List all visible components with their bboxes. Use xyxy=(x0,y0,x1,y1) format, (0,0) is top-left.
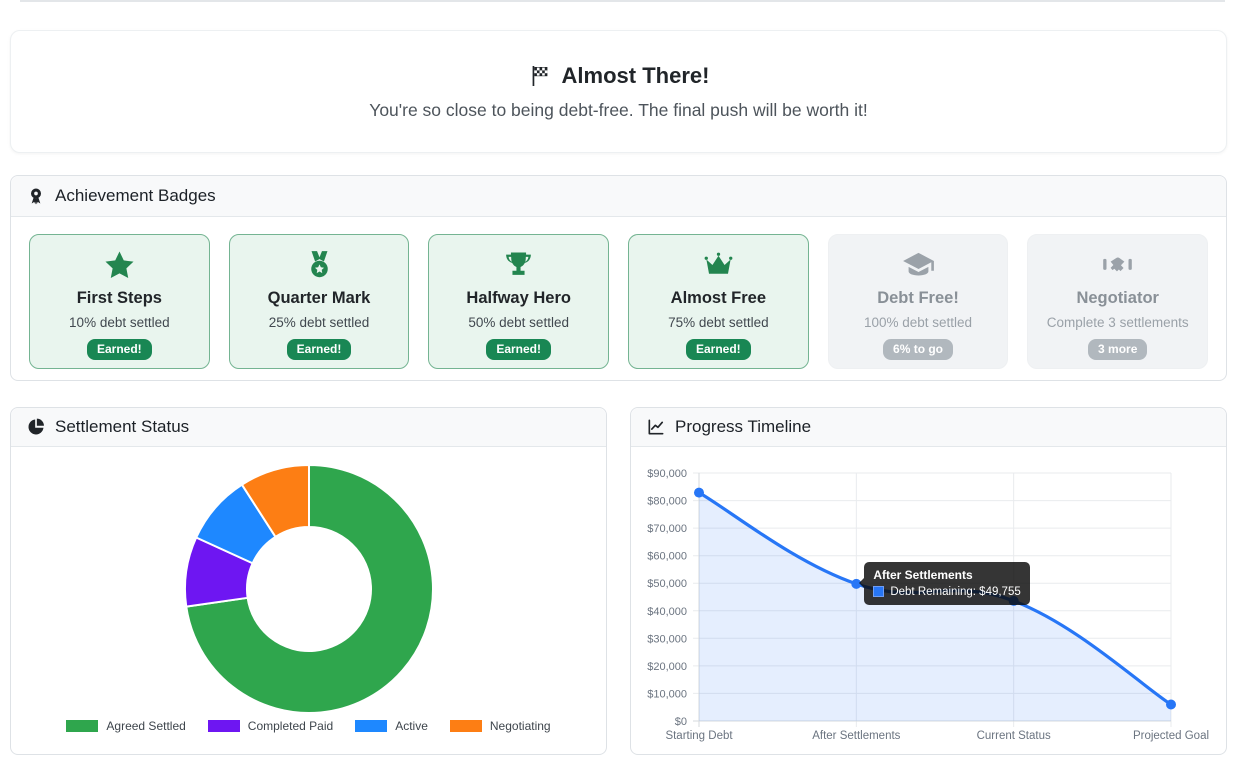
y-axis-tick-label: $50,000 xyxy=(647,578,687,590)
y-axis-tick-label: $90,000 xyxy=(647,468,687,480)
badge-status: 3 more xyxy=(1088,339,1148,360)
legend-label: Active xyxy=(395,719,428,733)
banner-title-row: Almost There! xyxy=(528,62,710,89)
y-axis-tick-label: $10,000 xyxy=(647,688,687,700)
badge-description: 75% debt settled xyxy=(668,315,769,330)
x-axis-category-label: Projected Goal xyxy=(1133,730,1209,742)
badge-halfway-hero: Halfway Hero 50% debt settled Earned! xyxy=(428,234,610,369)
badge-description: 10% debt settled xyxy=(69,315,170,330)
legend-item-completed-paid[interactable]: Completed Paid xyxy=(207,719,334,733)
progress-timeline-header: Progress Timeline xyxy=(631,408,1226,447)
progress-timeline-panel: Progress Timeline $0 $10,000 $20,000 $30,00… xyxy=(630,407,1227,755)
settlement-chart-body: Agreed Settled Completed Paid Active Neg… xyxy=(11,447,606,756)
badge-name: Negotiator xyxy=(1076,289,1159,307)
badge-status: Earned! xyxy=(686,339,751,360)
pie-chart-icon xyxy=(28,418,44,435)
badge-name: Halfway Hero xyxy=(466,289,571,307)
legend-swatch xyxy=(355,720,388,732)
tooltip-row: Debt Remaining: $49,755 xyxy=(873,585,1021,598)
legend-item-agreed-settled[interactable]: Agreed Settled xyxy=(66,719,186,733)
medal-icon xyxy=(303,249,336,282)
badge-almost-free: Almost Free 75% debt settled Earned! xyxy=(628,234,809,369)
legend-item-active[interactable]: Active xyxy=(355,719,428,733)
badge-name: Quarter Mark xyxy=(267,289,371,307)
badge-name: Almost Free xyxy=(670,289,767,307)
x-axis-category-label: After Settlements xyxy=(812,730,900,742)
badge-description: 100% debt settled xyxy=(863,315,973,330)
settlement-status-header: Settlement Status xyxy=(11,408,606,447)
area-fill xyxy=(699,492,1171,721)
legend-label: Agreed Settled xyxy=(106,719,186,733)
crown-icon xyxy=(702,249,735,282)
badge-status: 6% to go xyxy=(883,339,954,360)
settlement-title: Settlement Status xyxy=(55,417,190,436)
star-icon xyxy=(103,249,136,282)
timeline-title: Progress Timeline xyxy=(675,417,812,436)
line-chart-icon xyxy=(648,419,664,435)
badge-status: Earned! xyxy=(486,339,552,360)
tooltip-title: After Settlements xyxy=(873,567,973,582)
achievement-badges-panel: Achievement Badges First Steps 10% debt … xyxy=(10,175,1227,381)
badge-status: Earned! xyxy=(286,339,352,360)
doughnut-chart[interactable] xyxy=(11,447,606,756)
y-axis-tick-label: $20,000 xyxy=(647,661,687,673)
y-axis-tick-label: $80,000 xyxy=(647,496,687,508)
badge-description: 25% debt settled xyxy=(268,315,370,330)
trophy-icon xyxy=(502,249,535,282)
doughnut-legend: Agreed Settled Completed Paid Active Neg… xyxy=(11,719,606,733)
y-axis-tick-label: $70,000 xyxy=(647,523,687,535)
legend-swatch xyxy=(207,720,240,732)
y-axis-tick-label: $40,000 xyxy=(647,606,687,618)
legend-swatch xyxy=(66,720,99,732)
badge-first-steps: First Steps 10% debt settled Earned! xyxy=(29,234,210,369)
badges-row: First Steps 10% debt settled Earned! Qua… xyxy=(11,217,1226,386)
y-axis-tick-label: $60,000 xyxy=(647,551,687,563)
x-axis-category-label: Starting Debt xyxy=(665,730,733,742)
y-axis-tick-label: $30,000 xyxy=(647,633,687,645)
achievements-title: Achievement Badges xyxy=(55,186,216,205)
checkered-flag-icon xyxy=(532,65,547,86)
chart-tooltip: After Settlements Debt Remaining: $49,75… xyxy=(864,561,1030,605)
settlement-status-panel: Settlement Status Agreed Settled Complet… xyxy=(10,407,607,755)
legend-label: Completed Paid xyxy=(247,719,334,733)
graduation-cap-icon xyxy=(902,249,935,282)
top-divider xyxy=(20,0,1225,2)
banner-title: Almost There! xyxy=(561,62,710,88)
legend-label: Negotiating xyxy=(489,719,551,733)
banner-subtitle: You're so close to being debt-free. The … xyxy=(369,99,868,120)
data-point-projected-goal[interactable] xyxy=(1166,699,1176,710)
badge-description: Complete 3 settlements xyxy=(1046,315,1189,330)
doughnut-slice-negotiating[interactable] xyxy=(240,464,310,538)
achievement-badges-header: Achievement Badges xyxy=(11,176,1226,217)
data-point-starting-debt[interactable] xyxy=(694,487,704,498)
doughnut-slice-agreed-settled[interactable] xyxy=(185,464,434,714)
y-axis-tick-label: $0 xyxy=(675,716,687,728)
badge-name: First Steps xyxy=(76,289,162,307)
badge-quarter-mark: Quarter Mark 25% debt settled Earned! xyxy=(228,234,410,369)
badge-negotiator: Negotiator Complete 3 settlements 3 more xyxy=(1027,234,1209,369)
tooltip-series-swatch xyxy=(873,586,885,598)
timeline-chart-body: $0 $10,000 $20,000 $30,000 $40,000 $50,000 $60… xyxy=(631,447,1226,756)
line-chart[interactable]: $0 $10,000 $20,000 $30,000 $40,000 $50,000 $60… xyxy=(631,447,1226,756)
badge-name: Debt Free! xyxy=(877,289,959,307)
tooltip-label: Debt Remaining: $49,755 xyxy=(890,585,1021,598)
badge-status: Earned! xyxy=(86,339,152,360)
medal-icon xyxy=(31,188,41,205)
badge-description: 50% debt settled xyxy=(468,315,569,330)
legend-swatch xyxy=(449,720,482,732)
motivation-banner: Almost There! You're so close to being d… xyxy=(10,30,1227,153)
legend-item-negotiating[interactable]: Negotiating xyxy=(449,719,551,733)
badge-debt-free: Debt Free! 100% debt settled 6% to go xyxy=(827,234,1009,369)
x-axis-category-label: Current Status xyxy=(977,730,1051,742)
handshake-icon xyxy=(1101,249,1134,282)
